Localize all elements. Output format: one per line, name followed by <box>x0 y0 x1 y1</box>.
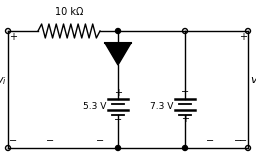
Text: −: − <box>96 136 104 146</box>
Text: −: − <box>234 136 242 146</box>
Text: −: − <box>181 88 189 98</box>
Polygon shape <box>105 43 131 65</box>
Text: +: + <box>9 32 17 42</box>
Text: $v_i$: $v_i$ <box>0 76 7 87</box>
Text: +: + <box>239 32 247 42</box>
Text: 5.3 V: 5.3 V <box>83 102 106 111</box>
Text: −: − <box>114 115 122 124</box>
Circle shape <box>115 29 121 34</box>
Text: 10 kΩ: 10 kΩ <box>55 7 83 17</box>
Text: −: − <box>239 136 247 146</box>
Text: $v_o$: $v_o$ <box>250 76 256 87</box>
Text: 7.3 V: 7.3 V <box>150 102 173 111</box>
Text: −: − <box>9 136 17 146</box>
Circle shape <box>115 146 121 151</box>
Text: −: − <box>206 136 214 146</box>
Text: −: − <box>46 136 54 146</box>
Text: +: + <box>114 88 122 98</box>
Text: +: + <box>181 115 189 124</box>
Circle shape <box>183 146 187 151</box>
